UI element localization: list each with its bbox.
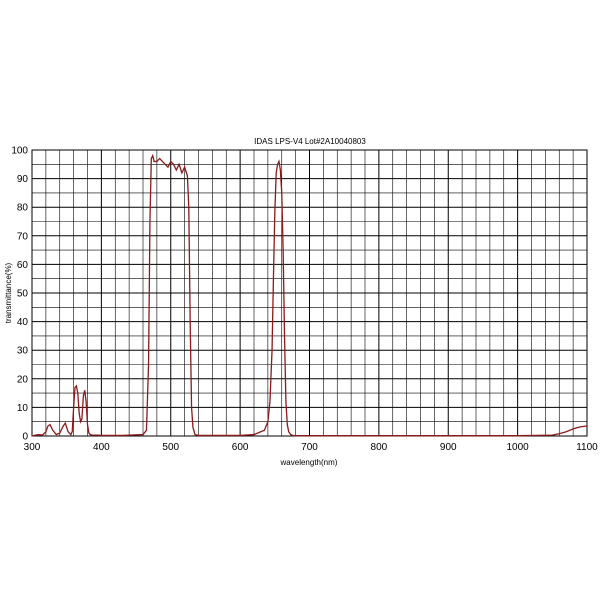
chart-title: IDAS LPS-V4 Lot#2A10040803 bbox=[254, 137, 366, 146]
y-axis-ticks: 0 10 20 30 40 50 60 70 80 90 100 bbox=[11, 146, 28, 443]
y-tick-label: 10 bbox=[17, 403, 29, 414]
x-tick-label: 300 bbox=[24, 442, 41, 453]
y-tick-label: 50 bbox=[17, 289, 29, 300]
x-axis-ticks: 300 400 500 600 700 800 900 1000 1100 bbox=[24, 442, 599, 453]
y-tick-label: 20 bbox=[17, 374, 29, 385]
y-tick-label: 60 bbox=[17, 260, 29, 271]
y-tick-label: 40 bbox=[17, 317, 29, 328]
x-tick-label: 1000 bbox=[507, 442, 530, 453]
y-tick-label: 80 bbox=[17, 203, 29, 214]
y-tick-label: 30 bbox=[17, 346, 29, 357]
x-tick-label: 900 bbox=[440, 442, 457, 453]
x-axis-label: wavelength(nm) bbox=[280, 458, 338, 467]
y-tick-label: 70 bbox=[17, 231, 29, 242]
x-tick-label: 600 bbox=[232, 442, 249, 453]
x-tick-label: 1100 bbox=[576, 442, 598, 453]
y-tick-label: 0 bbox=[22, 432, 28, 443]
grid bbox=[31, 149, 588, 437]
x-tick-label: 500 bbox=[162, 442, 179, 453]
y-tick-label: 90 bbox=[17, 174, 29, 185]
series-line-transmittance bbox=[31, 153, 588, 437]
y-tick-label: 100 bbox=[11, 146, 28, 157]
x-tick-label: 700 bbox=[301, 442, 318, 453]
y-axis-label: transmittance(%) bbox=[4, 262, 13, 323]
x-tick-label: 800 bbox=[371, 442, 388, 453]
x-tick-label: 400 bbox=[93, 442, 110, 453]
